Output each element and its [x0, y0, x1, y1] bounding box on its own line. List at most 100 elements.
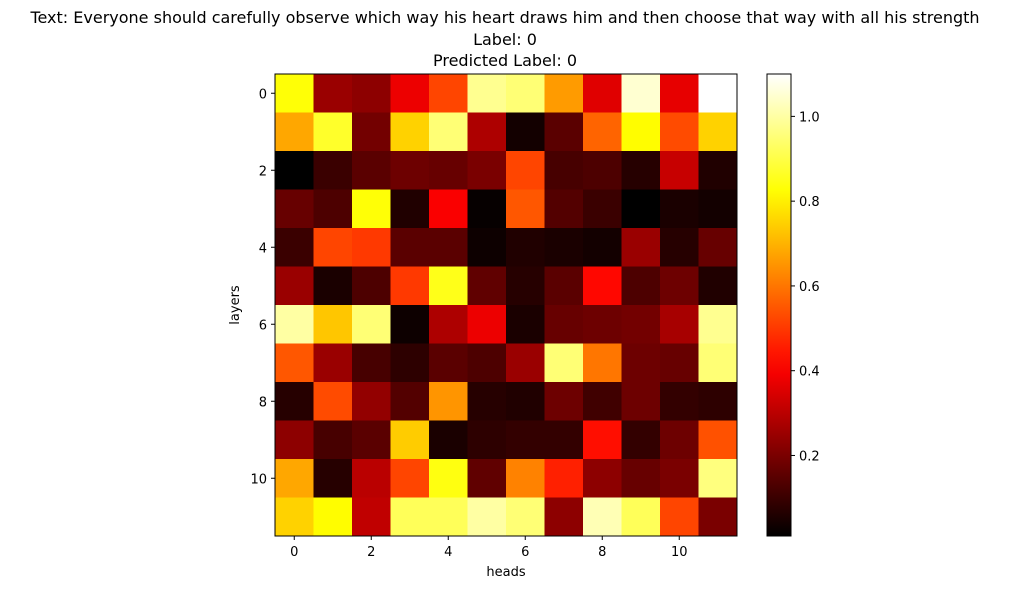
heatmap-cell — [352, 459, 391, 498]
heatmap-cell — [544, 112, 584, 152]
heatmap-cell — [660, 189, 699, 229]
plot-frame — [274, 73, 738, 537]
heatmap-cell — [313, 189, 353, 229]
heatmap-cell — [275, 189, 314, 229]
heatmap-cell — [544, 189, 584, 229]
heatmap-cell — [390, 497, 430, 537]
heatmap-cell — [275, 459, 314, 498]
heatmap-cell — [544, 420, 584, 460]
heatmap-cell — [506, 151, 545, 190]
colorbar-tick-label: 0.4 — [799, 365, 820, 380]
heatmap-cell — [429, 382, 468, 421]
title-text: Text: Everyone should carefully observe … — [30, 8, 980, 27]
heatmap-cell — [352, 343, 391, 383]
heatmap-cell — [698, 112, 738, 152]
x-axis-label: heads — [486, 565, 525, 580]
x-tick-label: 4 — [444, 545, 452, 560]
heatmap-cell — [698, 497, 738, 537]
colorbar-tick-label: 0.6 — [799, 280, 820, 295]
heatmap-cell — [313, 459, 353, 498]
heatmap-cell — [583, 266, 622, 306]
heatmap-cell — [429, 266, 468, 306]
heatmap-cell — [467, 305, 507, 344]
heatmap-cell — [621, 459, 661, 498]
heatmap-cell — [506, 266, 545, 306]
heatmap-cell — [660, 382, 699, 421]
heatmap-cell — [544, 382, 584, 421]
heatmap-cell — [275, 497, 314, 537]
heatmap-cell — [313, 343, 353, 383]
heatmap-cell — [698, 420, 738, 460]
y-tick-label: 6 — [259, 318, 267, 333]
heatmap-cell — [467, 343, 507, 383]
heatmap-cell — [506, 459, 545, 498]
heatmap-cell — [390, 459, 430, 498]
heatmap-cell — [467, 382, 507, 421]
heatmap-cell — [660, 497, 699, 537]
heatmap-cell — [390, 74, 430, 113]
heatmap-cell — [352, 266, 391, 306]
heatmap-cell — [275, 382, 314, 421]
heatmap-cell — [506, 497, 545, 537]
heatmap-cell — [467, 497, 507, 537]
heatmap-cell — [313, 151, 353, 190]
y-tick-label: 4 — [259, 241, 267, 256]
heatmap-cell — [660, 112, 699, 152]
heatmap-cell — [583, 382, 622, 421]
heatmap-cell — [698, 151, 738, 190]
heatmap-cell — [313, 382, 353, 421]
heatmap-cell — [621, 266, 661, 306]
heatmap-cell — [698, 228, 738, 267]
heatmap-cell — [467, 151, 507, 190]
heatmap-cell — [467, 189, 507, 229]
heatmap-cell — [544, 151, 584, 190]
heatmap-cell — [544, 74, 584, 113]
heatmap-cell — [660, 305, 699, 344]
heatmap-cell — [583, 459, 622, 498]
heatmap-cell — [429, 74, 468, 113]
heatmap-cell — [313, 420, 353, 460]
title-predicted-label: Predicted Label: 0 — [432, 51, 577, 70]
heatmap-cell — [390, 151, 430, 190]
heatmap-cell — [390, 266, 430, 306]
heatmap-cell — [313, 305, 353, 344]
heatmap-cell — [544, 305, 584, 344]
heatmap-cell — [275, 112, 314, 152]
heatmap-cell — [352, 112, 391, 152]
heatmap-cell — [429, 420, 468, 460]
heatmap-cell — [583, 112, 622, 152]
heatmap-cell — [275, 74, 314, 113]
heatmap-cell — [544, 459, 584, 498]
heatmap-cell — [660, 266, 699, 306]
heatmap-cell — [429, 497, 468, 537]
y-tick-label: 2 — [259, 164, 267, 179]
y-tick-label: 10 — [250, 472, 267, 487]
heatmap-cell — [621, 382, 661, 421]
colorbar-tick-label: 1.0 — [799, 110, 820, 125]
heatmap-cell — [583, 497, 622, 537]
y-tick-label: 0 — [259, 87, 267, 102]
heatmap-cell — [698, 305, 738, 344]
heatmap-cell — [583, 343, 622, 383]
heatmap-cell — [352, 305, 391, 344]
heatmap-cell — [429, 189, 468, 229]
heatmap-cell — [621, 497, 661, 537]
heatmap-cell — [583, 189, 622, 229]
heatmap-cell — [544, 266, 584, 306]
heatmap-cell — [390, 382, 430, 421]
heatmap-cell — [467, 228, 507, 267]
heatmap-cell — [429, 305, 468, 344]
heatmap-cell — [390, 305, 430, 344]
heatmap-cell — [506, 343, 545, 383]
heatmap-cell — [506, 74, 545, 113]
heatmap-cell — [467, 420, 507, 460]
heatmap-cell — [621, 189, 661, 229]
colorbar-tick-label: 0.8 — [799, 195, 820, 210]
x-tick-label: 8 — [598, 545, 606, 560]
heatmap-cell — [352, 420, 391, 460]
heatmap-cell — [313, 74, 353, 113]
heatmap-cell — [352, 228, 391, 267]
heatmap-cell — [621, 343, 661, 383]
heatmap-cell — [390, 228, 430, 267]
